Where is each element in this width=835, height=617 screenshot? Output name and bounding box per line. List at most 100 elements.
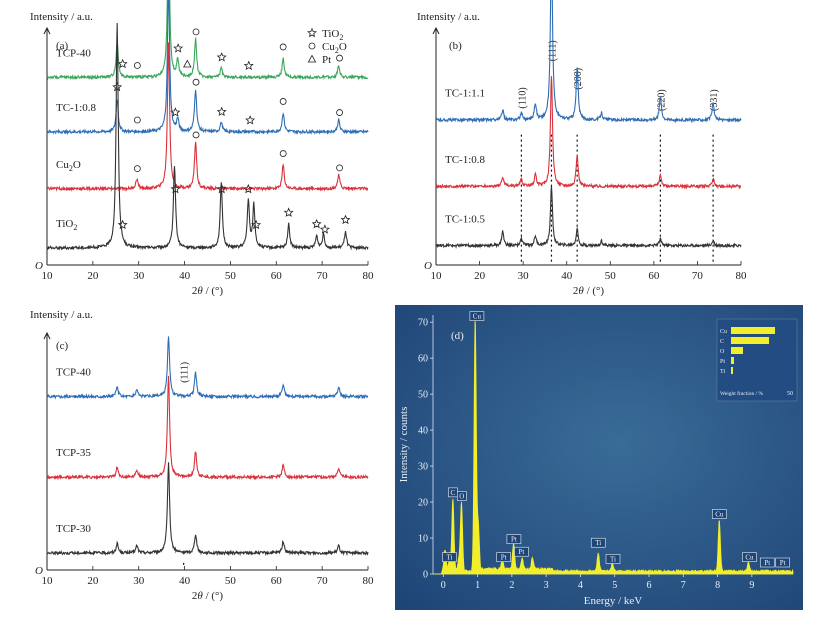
- star-marker: [311, 218, 322, 229]
- circle-marker: [192, 131, 200, 139]
- circle-marker: [279, 150, 287, 157]
- peak-label-box: [469, 311, 485, 321]
- star-marker: [173, 43, 184, 53]
- origin-label: O: [35, 565, 43, 577]
- x-tick-label: 4: [578, 580, 583, 591]
- reference-line-label: (111): [180, 362, 191, 383]
- peak-label: Cu: [715, 510, 724, 518]
- x-tick-label: 60: [648, 270, 660, 282]
- y-tick-label: 40: [418, 426, 428, 437]
- x-tick-label: 70: [692, 270, 704, 282]
- star-marker: [216, 52, 227, 62]
- star-marker: [170, 107, 181, 117]
- panel-label: (a): [56, 40, 69, 52]
- inset-bar: [731, 357, 734, 364]
- y-axis-arrow: [43, 26, 51, 35]
- x-tick-label: 7: [681, 580, 686, 591]
- peak-label: Ti: [610, 555, 616, 563]
- x-tick-label: 5: [612, 580, 617, 591]
- series-label: TCP-30: [56, 523, 91, 535]
- triangle-marker: [183, 59, 192, 68]
- series-label: TC-1:1.1: [445, 88, 485, 100]
- y-axis-label: Intensity / a.u.: [30, 309, 93, 321]
- star-marker: [251, 219, 262, 230]
- reference-line-label: (220): [656, 89, 667, 111]
- series-line: [46, 22, 369, 252]
- legend-label: Cu2O: [322, 41, 347, 55]
- peak-label-box: [590, 537, 606, 548]
- y-tick-label: 0: [423, 570, 428, 581]
- inset-bar: [731, 347, 743, 354]
- inset-category-label: C: [720, 339, 724, 345]
- eds-chart: 0 10 20 30 40 50 60 70 0 1 2 3 4 5 6 7 8 9 Energy / keV Int…: [395, 305, 803, 610]
- x-tick-label: 10: [431, 270, 443, 282]
- eds-panel-d: 0 10 20 30 40 50 60 70 0 1 2 3 4 5 6 7 8 9 Energy / keV Int…: [395, 305, 803, 610]
- y-axis-label: Intensity / a.u.: [30, 11, 93, 23]
- origin-label: O: [35, 260, 43, 272]
- series-label: TCP-40: [56, 367, 91, 379]
- y-tick-label: 50: [418, 390, 428, 401]
- x-axis-label: 2θ / (°): [192, 285, 224, 297]
- x-tick-label: 30: [133, 575, 145, 587]
- inset-x-max-label: 50: [787, 391, 793, 397]
- series-line: [46, 462, 369, 557]
- x-tick-label: 20: [87, 575, 99, 587]
- xrd-chart-a: Intensity / a.u. O10 20 30 40 50 60 70 80 2θ / (°…: [30, 0, 374, 297]
- inset-category-label: Ti: [720, 369, 725, 375]
- circle-marker: [133, 165, 141, 173]
- peak-label-box: [759, 557, 775, 568]
- series-line: [46, 0, 369, 81]
- star-marker: [112, 81, 123, 92]
- peak-label-box: [442, 552, 457, 562]
- x-tick-label: 2: [509, 580, 514, 591]
- circle-marker: [133, 62, 141, 69]
- peak-label: O: [459, 492, 464, 500]
- xrd-panel-c: Intensity / a.u. O 10 20 30 40 50 60 70 80 2θ / (°…: [0, 305, 380, 610]
- inset-x-label: Weight fraction / %: [720, 390, 764, 397]
- x-tick-label: 30: [133, 270, 145, 282]
- circle-marker: [133, 116, 141, 124]
- series-label: Cu2O: [56, 159, 81, 173]
- peak-label-box: [514, 546, 529, 557]
- x-axis-label: 2θ / (°): [192, 590, 224, 602]
- star-marker: [245, 115, 256, 125]
- series-label: TCP-35: [56, 447, 91, 459]
- x-axis-label: Energy / keV: [584, 595, 643, 607]
- star-marker: [216, 106, 227, 117]
- star-marker: [117, 58, 128, 69]
- series-line: [46, 336, 369, 400]
- peak-label: Ti: [595, 539, 601, 547]
- xrd-panel-b: Intensity / a.u. O 10 20 30 40 50 60 70 80 2θ / (°…: [405, 0, 835, 305]
- x-tick-label: 70: [317, 270, 329, 282]
- y-tick-label: 20: [418, 498, 428, 509]
- circle-marker: [336, 54, 343, 62]
- xrd-panel-a: Intensity / a.u. O 10 20 30 40 50 60 70 80 2θ / (°…: [0, 0, 380, 305]
- peak-label: Pt: [519, 548, 525, 556]
- peak-label: C: [451, 489, 456, 497]
- series-line: [46, 375, 369, 481]
- inset-bar: [731, 367, 733, 374]
- x-tick-label: 50: [225, 270, 237, 282]
- peak-label: Pt: [780, 559, 786, 567]
- x-tick-label: 80: [736, 270, 748, 282]
- x-tick-label: 60: [271, 270, 283, 282]
- origin-label: O: [424, 260, 432, 272]
- panel-label: (d): [451, 330, 464, 342]
- star-marker: [340, 214, 351, 225]
- x-tick-label: 10: [42, 270, 54, 282]
- series-label: TC-1:0.8: [56, 102, 97, 114]
- x-tick-label: 8: [715, 580, 720, 591]
- peak-label-box: [456, 491, 467, 501]
- series-line: [435, 76, 742, 190]
- panel-label: (c): [56, 340, 69, 352]
- x-tick-label: 6: [647, 580, 652, 591]
- eds-spectrum: [433, 321, 794, 575]
- x-tick-label: 40: [179, 575, 191, 587]
- star-marker: [283, 207, 294, 217]
- peak-label: Cu: [473, 313, 482, 321]
- inset-bar: [731, 337, 769, 344]
- x-tick-label: 60: [271, 575, 283, 587]
- y-tick-label: 70: [418, 318, 428, 329]
- legend-triangle-icon: [307, 54, 317, 63]
- x-tick-label: 70: [317, 575, 329, 587]
